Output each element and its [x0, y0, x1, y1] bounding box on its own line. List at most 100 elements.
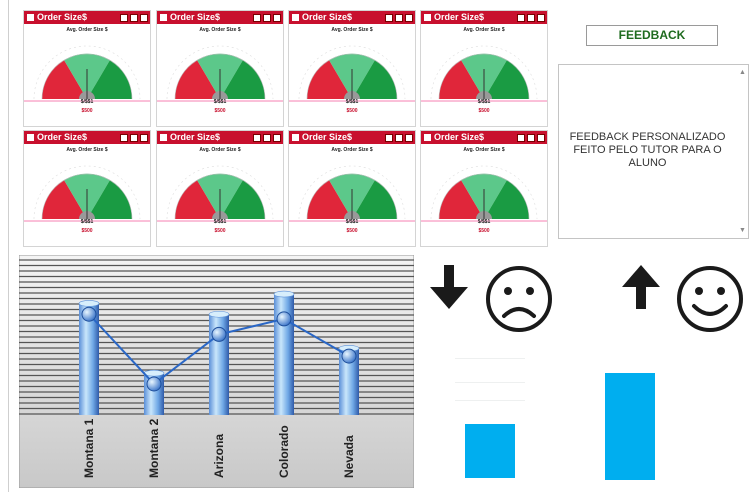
gauge-subtitle: Avg. Order Size $ — [199, 147, 241, 153]
gauge-window-icon — [27, 134, 34, 142]
gauge-titlebar: Order Size$ — [289, 11, 415, 24]
gauge-value: $/$$1 — [477, 99, 491, 105]
gauge-subtitle: Avg. Order Size $ — [66, 147, 108, 153]
sad-face-icon — [486, 266, 552, 332]
close-icon[interactable] — [405, 134, 413, 142]
maximize-icon[interactable] — [130, 134, 138, 142]
gauge-dial — [157, 165, 283, 222]
gauge-window-icon — [292, 14, 299, 22]
gauge-dial — [157, 45, 283, 102]
gauge-titlebar: Order Size$ — [24, 11, 150, 24]
chart-point — [276, 311, 292, 327]
minimize-icon[interactable] — [120, 14, 128, 22]
feedback-button[interactable]: FEEDBACK — [586, 25, 718, 46]
chart-point — [146, 376, 162, 392]
gauge-title: Order Size$ — [170, 132, 221, 142]
gauge-panel: Order Size$ Avg. Order Size $ $/$$1 $500 — [156, 130, 284, 247]
gauge-title: Order Size$ — [170, 12, 221, 22]
maximize-icon[interactable] — [527, 14, 535, 22]
gauge-value: $/$$1 — [213, 99, 227, 105]
maximize-icon[interactable] — [263, 14, 271, 22]
gauge-panel: Order Size$ Avg. Order Size $ $/$$1 $500 — [420, 10, 548, 127]
chart-point — [341, 348, 357, 364]
chart-category-label: Montana 1 — [82, 418, 96, 478]
gauge-title: Order Size$ — [302, 132, 353, 142]
gauge-panel: Order Size$ Avg. Order Size $ $/$$1 $500 — [23, 130, 151, 247]
gauge-panel: Order Size$ Avg. Order Size $ $/$$1 $500 — [156, 10, 284, 127]
minimize-icon[interactable] — [517, 134, 525, 142]
gauge-dial — [24, 45, 150, 102]
gauge-dial — [289, 165, 415, 222]
chart-point — [81, 306, 97, 322]
gauge-title: Order Size$ — [434, 12, 485, 22]
minimize-icon[interactable] — [385, 134, 393, 142]
minimize-icon[interactable] — [253, 14, 261, 22]
gauge-amount: $500 — [214, 108, 226, 114]
feedback-textarea[interactable]: FEEDBACK PERSONALIZADO FEITO PELO TUTOR … — [558, 64, 749, 239]
gauge-dial — [421, 165, 547, 222]
gauge-value: $/$$1 — [80, 219, 94, 225]
close-icon[interactable] — [140, 134, 148, 142]
gauge-window-icon — [27, 14, 34, 22]
feedback-text: FEEDBACK PERSONALIZADO FEITO PELO TUTOR … — [569, 131, 726, 169]
maximize-icon[interactable] — [395, 14, 403, 22]
maximize-icon[interactable] — [527, 134, 535, 142]
maximize-icon[interactable] — [263, 134, 271, 142]
chart-bar-cap — [78, 300, 100, 307]
gauge-panel: Order Size$ Avg. Order Size $ $/$$1 $500 — [23, 10, 151, 127]
gauge-value: $/$$1 — [477, 219, 491, 225]
chart-category-label: Nevada — [342, 435, 356, 478]
gauge-amount: $500 — [81, 108, 93, 114]
feedback-scrollbar[interactable]: ▲ ▼ — [737, 65, 748, 238]
gauge-amount: $500 — [478, 228, 490, 234]
chart-bar — [79, 303, 99, 415]
gauge-amount: $500 — [214, 228, 226, 234]
close-icon[interactable] — [537, 134, 545, 142]
chart-point — [211, 326, 227, 342]
maximize-icon[interactable] — [130, 14, 138, 22]
gauge-amount: $500 — [346, 108, 358, 114]
gauge-subtitle: Avg. Order Size $ — [331, 27, 373, 33]
gauge-value: $/$$1 — [80, 99, 94, 105]
gauge-title: Order Size$ — [434, 132, 485, 142]
gauge-panel: Order Size$ Avg. Order Size $ $/$$1 $500 — [288, 10, 416, 127]
gauge-title: Order Size$ — [37, 132, 88, 142]
arrow-up-icon — [622, 265, 660, 309]
close-icon[interactable] — [273, 134, 281, 142]
scroll-down-icon[interactable]: ▼ — [739, 227, 746, 234]
gauge-subtitle: Avg. Order Size $ — [199, 27, 241, 33]
page-divider — [8, 0, 9, 492]
gauge-dial — [421, 45, 547, 102]
chart-category-label: Colorado — [277, 425, 291, 478]
happy-face-icon — [677, 266, 743, 332]
gauge-window-icon — [292, 134, 299, 142]
gauge-titlebar: Order Size$ — [421, 131, 547, 144]
scroll-up-icon[interactable]: ▲ — [739, 69, 746, 76]
gauge-titlebar: Order Size$ — [157, 11, 283, 24]
gauge-dial — [24, 165, 150, 222]
gauge-window-icon — [160, 134, 167, 142]
close-icon[interactable] — [405, 14, 413, 22]
gauge-amount: $500 — [346, 228, 358, 234]
gauge-titlebar: Order Size$ — [421, 11, 547, 24]
close-icon[interactable] — [273, 14, 281, 22]
minimize-icon[interactable] — [253, 134, 261, 142]
minimize-icon[interactable] — [120, 134, 128, 142]
positive-feedback-bar — [605, 373, 655, 480]
minimize-icon[interactable] — [517, 14, 525, 22]
gauge-amount: $500 — [81, 228, 93, 234]
line-chart: Montana 1 Montana 2 Arizona Colorado Nevada — [19, 255, 414, 488]
gauge-value: $/$$1 — [213, 219, 227, 225]
chart-bar — [339, 348, 359, 415]
close-icon[interactable] — [537, 14, 545, 22]
gauge-amount: $500 — [478, 108, 490, 114]
close-icon[interactable] — [140, 14, 148, 22]
gauge-value: $/$$1 — [345, 99, 359, 105]
negative-feedback-bar — [465, 424, 515, 478]
minimize-icon[interactable] — [385, 14, 393, 22]
chart-category-label: Arizona — [212, 434, 226, 478]
gauge-subtitle: Avg. Order Size $ — [66, 27, 108, 33]
gauge-titlebar: Order Size$ — [289, 131, 415, 144]
gauge-window-icon — [424, 14, 431, 22]
maximize-icon[interactable] — [395, 134, 403, 142]
